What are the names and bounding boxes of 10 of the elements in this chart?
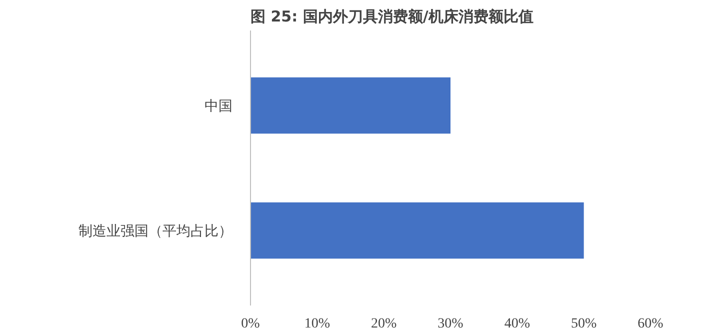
x-tick-label: 0%: [241, 316, 260, 332]
y-tick-label: 制造业强国（平均占比）: [78, 222, 232, 238]
chart-title: 图 25: 国内外刀具消费额/机床消费额比值: [250, 8, 534, 26]
x-tick-label: 20%: [371, 316, 397, 332]
x-tick-label: 40%: [504, 316, 530, 332]
x-tick-label: 60%: [638, 316, 664, 332]
x-tick-label: 50%: [571, 316, 597, 332]
x-tick-label: 10%: [304, 316, 330, 332]
x-tick-label: 30%: [438, 316, 464, 332]
y-tick-label: 中国: [204, 98, 232, 114]
